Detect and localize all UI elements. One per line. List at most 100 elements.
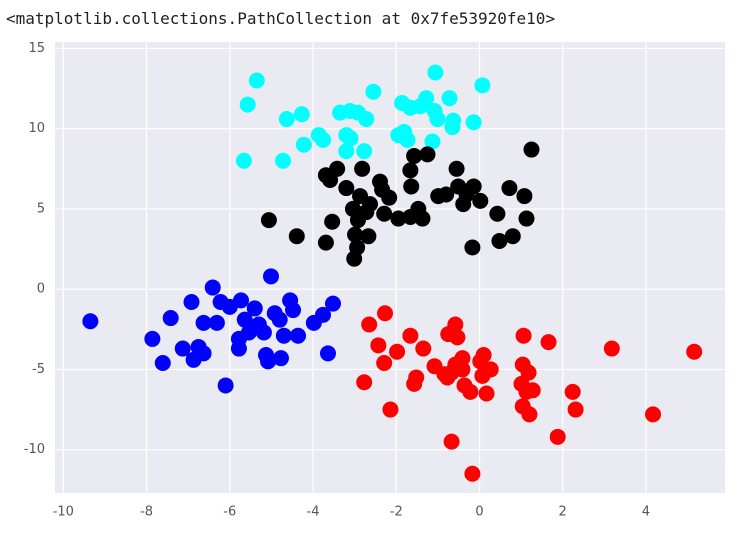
point xyxy=(349,212,366,229)
point xyxy=(686,343,703,360)
point xyxy=(549,428,566,445)
point xyxy=(352,188,369,205)
point xyxy=(424,133,441,150)
point xyxy=(523,141,540,158)
point xyxy=(564,383,581,400)
point xyxy=(540,334,557,351)
plot-area xyxy=(55,42,725,493)
point xyxy=(235,152,252,169)
point xyxy=(275,152,292,169)
point xyxy=(441,90,458,107)
y-tick-label: 5 xyxy=(37,201,45,216)
point xyxy=(429,111,446,128)
point xyxy=(195,314,212,331)
point xyxy=(360,228,377,245)
point xyxy=(246,300,263,317)
point xyxy=(349,239,366,256)
point xyxy=(376,354,393,371)
point xyxy=(271,311,288,328)
point xyxy=(272,350,289,367)
point xyxy=(255,324,272,341)
point xyxy=(482,361,499,378)
point xyxy=(377,305,394,322)
point xyxy=(447,316,464,333)
point xyxy=(183,294,200,311)
y-tick-label: 10 xyxy=(28,121,45,136)
y-tick-label: 0 xyxy=(37,282,45,297)
point xyxy=(465,114,482,131)
point xyxy=(399,131,416,148)
point xyxy=(449,329,466,346)
point xyxy=(338,143,355,160)
point xyxy=(293,106,310,123)
point xyxy=(524,382,541,399)
point xyxy=(419,146,436,163)
point xyxy=(389,343,406,360)
point xyxy=(154,354,171,371)
point xyxy=(478,385,495,402)
x-tick-label: -4 xyxy=(307,505,320,520)
x-tick-label: -2 xyxy=(390,505,403,520)
point xyxy=(358,111,375,128)
point xyxy=(365,83,382,100)
point xyxy=(567,401,584,418)
point xyxy=(317,167,334,184)
point xyxy=(427,64,444,81)
point xyxy=(248,72,265,89)
point xyxy=(382,401,399,418)
point xyxy=(82,313,99,330)
point xyxy=(338,180,355,197)
point xyxy=(354,160,371,177)
point xyxy=(162,310,179,327)
point xyxy=(342,130,359,147)
point xyxy=(645,406,662,423)
point xyxy=(448,160,465,177)
y-tick-label: -10 xyxy=(24,442,45,457)
output-text: <matplotlib.collections.PathCollection a… xyxy=(6,9,555,28)
point xyxy=(324,213,341,230)
point xyxy=(144,330,161,347)
point xyxy=(260,353,277,370)
point xyxy=(443,433,460,450)
point xyxy=(406,375,423,392)
x-tick-label: -8 xyxy=(140,505,153,520)
point xyxy=(464,465,481,482)
point xyxy=(501,180,518,197)
point xyxy=(324,295,341,312)
point xyxy=(361,316,378,333)
point xyxy=(462,383,479,400)
point xyxy=(402,208,419,225)
point xyxy=(356,374,373,391)
point xyxy=(174,340,191,357)
y-tick-label: -5 xyxy=(32,362,45,377)
point xyxy=(260,212,277,229)
point xyxy=(295,136,312,153)
point xyxy=(402,327,419,344)
point xyxy=(444,119,461,136)
point xyxy=(233,292,250,309)
point xyxy=(347,226,364,243)
point xyxy=(315,306,331,323)
point xyxy=(402,162,419,179)
point xyxy=(603,340,620,357)
point xyxy=(412,98,429,115)
point xyxy=(454,361,471,378)
point xyxy=(236,311,253,328)
point xyxy=(491,233,508,250)
point xyxy=(376,205,393,222)
point xyxy=(406,147,423,164)
point xyxy=(504,228,521,245)
point xyxy=(285,302,302,319)
point xyxy=(290,327,307,344)
point xyxy=(217,377,234,394)
point xyxy=(518,210,535,227)
point xyxy=(454,350,471,367)
point xyxy=(515,327,532,344)
y-tick-label: 15 xyxy=(28,41,45,56)
point xyxy=(319,345,336,362)
point xyxy=(516,188,533,205)
point xyxy=(489,205,506,222)
point xyxy=(262,268,279,285)
point xyxy=(403,178,420,195)
